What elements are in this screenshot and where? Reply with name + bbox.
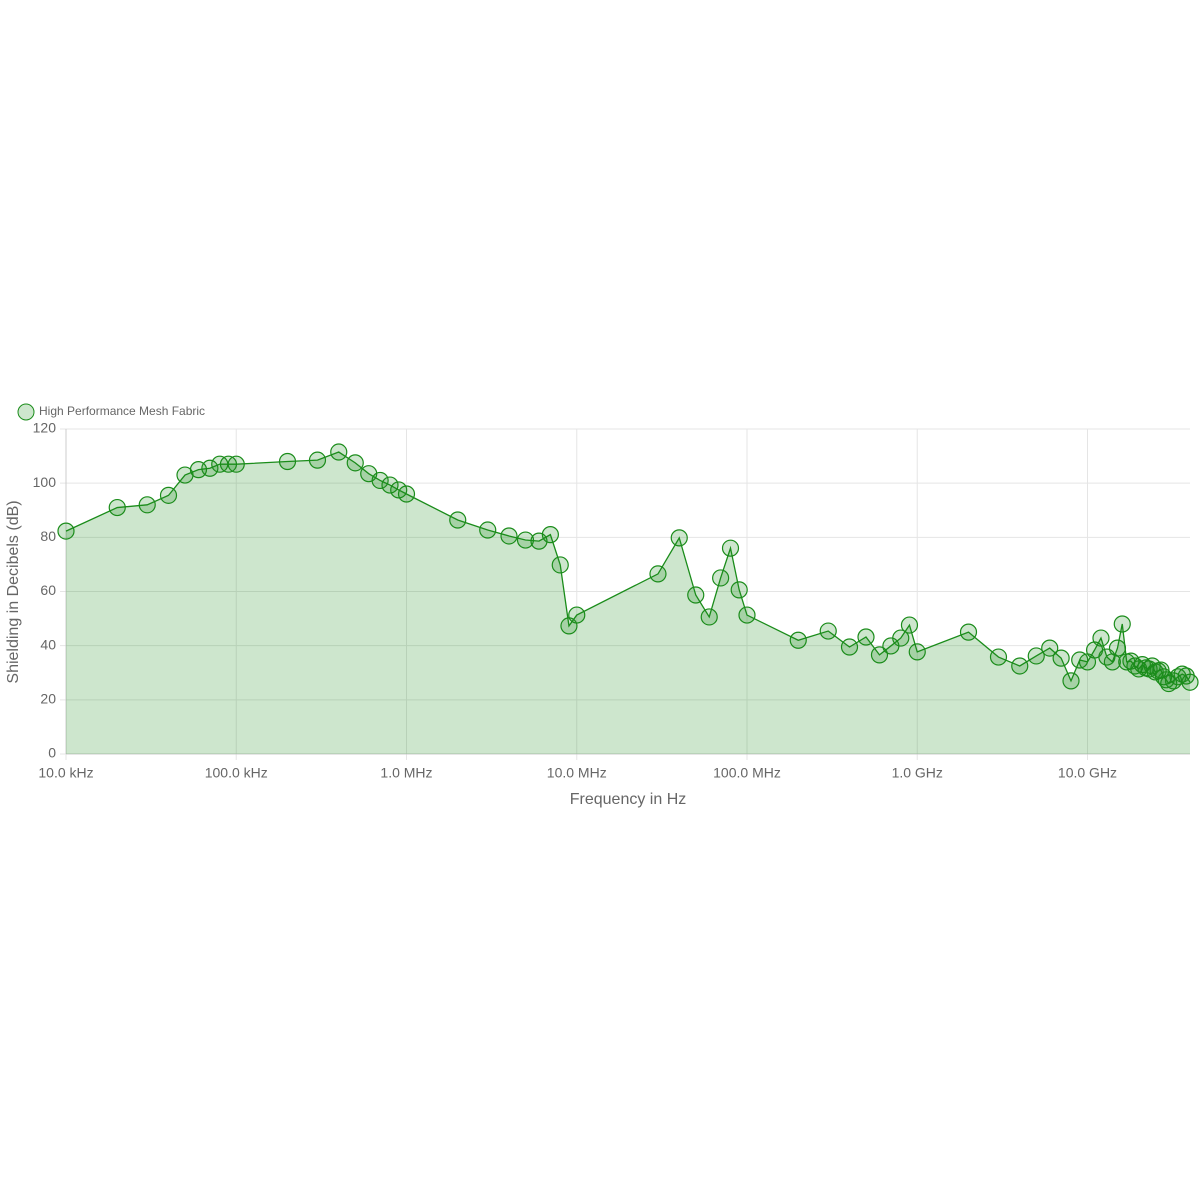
y-tick-label: 60 xyxy=(40,582,56,598)
data-point xyxy=(840,638,859,656)
y-tick-label: 80 xyxy=(40,528,56,544)
data-point xyxy=(201,459,219,477)
x-tick-label: 10.0 GHz xyxy=(1058,765,1117,781)
data-point xyxy=(1011,657,1029,675)
data-point xyxy=(449,511,467,529)
data-point xyxy=(721,539,740,557)
data-point xyxy=(1052,649,1070,667)
data-point xyxy=(1027,647,1045,665)
data-point xyxy=(738,606,756,624)
x-axis-title: Frequency in Hz xyxy=(570,791,687,808)
data-point xyxy=(730,581,748,599)
line xyxy=(65,451,1191,685)
data-point xyxy=(330,443,348,461)
data-point xyxy=(1181,673,1199,691)
data-point xyxy=(649,565,667,583)
data-point xyxy=(500,527,518,545)
data-point xyxy=(789,631,807,649)
data-point xyxy=(390,481,408,499)
data-point xyxy=(857,628,875,646)
data-point xyxy=(227,455,245,473)
data-point xyxy=(892,629,910,647)
data-point xyxy=(397,485,416,503)
x-tick-label: 10.0 MHz xyxy=(547,765,607,781)
legend-marker[interactable] xyxy=(17,403,35,421)
y-tick-label: 100 xyxy=(33,474,57,490)
data-point xyxy=(346,454,364,472)
data-point xyxy=(687,586,705,604)
data-point xyxy=(278,452,297,471)
data-point xyxy=(700,608,718,626)
y-tick-label: 40 xyxy=(40,636,56,652)
data-point xyxy=(1152,661,1170,679)
data-point xyxy=(1041,639,1059,657)
data-point xyxy=(479,521,497,539)
data-point xyxy=(516,531,535,549)
data-point xyxy=(308,451,327,469)
data-point xyxy=(900,616,919,634)
data-point xyxy=(541,526,559,544)
data-point xyxy=(568,606,586,624)
data-point xyxy=(371,471,389,490)
x-tick-label: 1.0 MHz xyxy=(380,765,432,781)
legend-label[interactable]: High Performance Mesh Fabric xyxy=(39,404,205,418)
data-point xyxy=(670,529,688,547)
y-tick-label: 120 xyxy=(33,420,57,436)
x-tick-label: 1.0 GHz xyxy=(892,765,943,781)
data-point xyxy=(870,646,889,664)
data-point xyxy=(1108,639,1127,657)
data-point xyxy=(1160,674,1178,693)
data-point xyxy=(712,569,730,587)
data-point xyxy=(1062,672,1080,690)
data-point xyxy=(1113,615,1131,633)
data-point xyxy=(989,648,1008,666)
data-point xyxy=(108,498,126,517)
data-point xyxy=(551,556,569,574)
x-tick-label: 100.0 kHz xyxy=(205,765,268,781)
data-point xyxy=(959,623,978,641)
x-tick-label: 100.0 MHz xyxy=(713,765,781,781)
area xyxy=(66,452,1190,754)
data-point xyxy=(159,486,178,504)
y-tick-label: 0 xyxy=(48,745,56,761)
data-point xyxy=(819,622,837,640)
data-point xyxy=(138,496,156,514)
x-tick-label: 10.0 kHz xyxy=(38,765,93,781)
data-point xyxy=(381,476,399,494)
data-point xyxy=(57,522,75,540)
data-point xyxy=(1092,629,1110,647)
y-tick-label: 20 xyxy=(40,691,56,707)
data-point xyxy=(908,643,926,661)
y-axis-title: Shielding in Decibels (dB) xyxy=(5,500,22,683)
